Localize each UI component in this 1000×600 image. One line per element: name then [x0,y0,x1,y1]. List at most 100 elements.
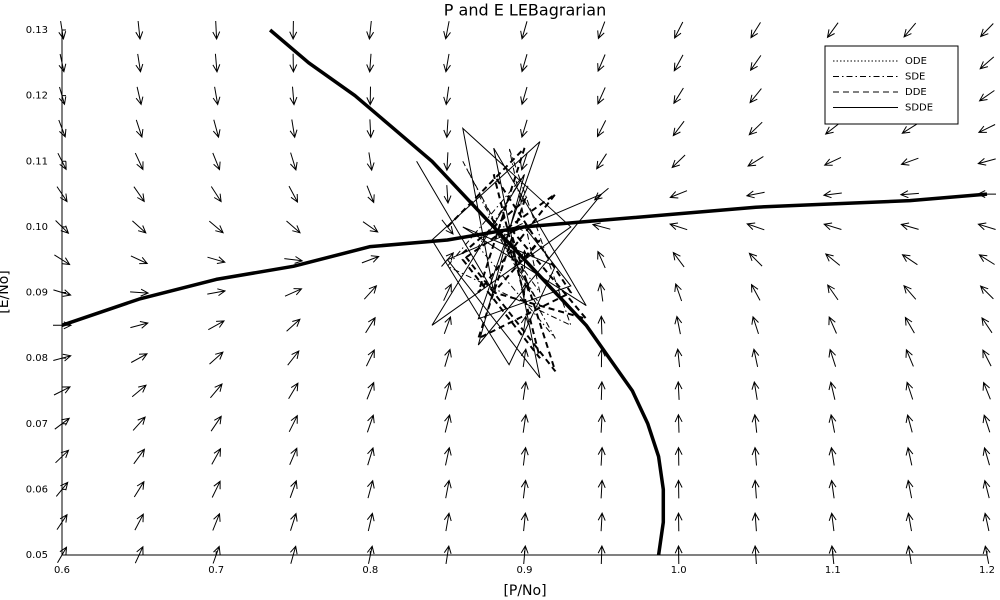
vector-arrow [904,316,915,334]
vector-arrow [366,381,375,400]
nullcline [268,28,666,556]
vector-arrow [208,220,224,234]
vector-arrow [899,190,919,199]
vector-arrow [900,222,919,231]
vector-arrow [443,21,451,40]
vector-arrow [823,222,842,231]
vector-arrow [982,479,991,499]
vector-arrow [53,289,72,297]
vector-arrow [57,546,68,564]
vector-arrow [978,254,995,265]
vector-arrow [905,479,914,499]
vector-arrow [289,53,298,73]
vector-arrow [520,413,529,433]
vector-arrow [520,21,528,40]
vector-arrow [828,446,837,466]
vector-arrow [366,414,375,433]
vector-arrow [366,119,375,139]
vector-arrow [443,283,452,301]
vector-arrow [210,383,223,399]
y-tick-label: 0.05 [26,550,48,561]
vector-arrow [751,380,760,400]
trajectory [493,226,510,241]
vector-arrow [286,318,301,332]
vector-arrow [977,124,996,133]
vector-arrow [982,414,991,433]
vector-arrow [828,544,837,565]
vector-arrow [903,284,917,300]
vector-arrow [597,512,606,532]
vector-arrow [55,220,70,235]
vector-arrow [57,152,67,171]
y-axis-label: [E/No] [0,270,12,314]
vector-arrow [443,119,452,139]
vector-arrow [828,479,837,499]
vector-arrow [597,446,606,466]
vector-arrow [288,414,298,433]
vector-arrow [750,283,761,301]
vector-arrow [207,288,227,297]
y-tick-label: 0.08 [26,353,48,364]
vector-arrow [284,288,303,297]
vector-arrow [365,348,375,367]
vector-arrow [828,413,837,433]
vector-arrow [133,448,146,465]
vector-arrow [134,152,144,171]
vector-arrow [289,119,298,139]
vector-arrow [597,54,606,73]
vector-arrow [905,413,914,433]
vector-arrow [982,349,992,367]
vector-arrow [751,446,760,466]
vector-arrow [981,316,993,334]
vector-arrow [823,156,842,166]
vector-arrow [443,152,452,172]
vector-arrow [366,53,375,73]
vector-arrow [746,222,765,231]
vector-arrow [288,382,299,399]
vector-arrow [751,315,759,335]
vector-arrow [597,479,606,499]
vector-arrow [674,348,683,368]
vector-arrow [135,20,144,41]
vector-arrow [745,190,765,199]
vector-arrow [750,22,761,39]
legend-label: SDDE [905,103,933,114]
x-tick-label: 0.9 [517,565,533,576]
vector-arrow [130,321,149,329]
vector-arrow [905,512,914,532]
vector-arrow [751,348,760,368]
vector-arrow [286,220,301,234]
vector-arrow [134,545,144,564]
vector-arrow [826,22,839,39]
x-tick-label: 1.1 [825,565,841,576]
vector-arrow [289,86,298,106]
legend-label: SDE [905,72,925,83]
vector-arrow [56,513,68,530]
vector-arrow [520,54,528,73]
vector-arrow [674,413,683,433]
vector-arrow [824,122,841,135]
vector-arrow [290,152,298,171]
vector-arrow [363,284,378,300]
vector-arrow [982,446,991,466]
vector-arrow [597,87,606,105]
legend-box [824,45,959,125]
vector-arrow [365,316,376,334]
vector-arrow [674,512,683,532]
vector-arrow [443,86,452,106]
vector-arrow [597,282,606,302]
vector-arrow [209,351,224,365]
y-tick-label: 0.06 [26,484,48,495]
vector-arrow [130,288,150,297]
nullcline [61,192,988,327]
x-tick-label: 0.7 [208,565,224,576]
vector-arrow [828,512,837,532]
vector-arrow [977,222,996,231]
vector-arrow [443,315,452,334]
vector-arrow [749,55,762,72]
x-tick-label: 1.0 [671,565,687,576]
vector-arrow [520,119,528,139]
vector-arrow [54,254,71,266]
y-tick-label: 0.11 [26,156,48,167]
y-tick-label: 0.09 [26,288,48,299]
